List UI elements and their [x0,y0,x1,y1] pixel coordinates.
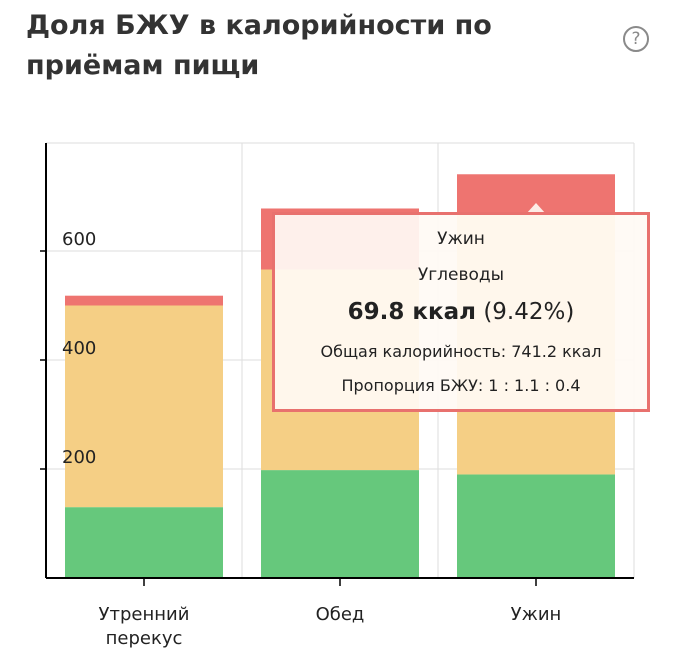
question-circle-icon[interactable]: ? [623,26,649,52]
bar-segment-protein [261,470,419,578]
tooltip-pointer [526,203,546,214]
bar-segment-carbs [65,295,223,306]
bar-segment-protein [457,474,615,578]
bar-segment-fat [65,305,223,508]
tooltip-ratio: Пропорция БЖУ: 1 : 1.1 : 0.4 [341,376,581,395]
bar-segment-protein [65,507,223,578]
chart-tooltip: Ужин Углеводы 69.8 ккал (9.42%) Общая ка… [272,212,650,412]
tooltip-value: 69.8 ккал [347,299,476,325]
x-tick-label: Ужин [511,604,562,625]
chart-title: Доля БЖУ в калорийности по приёмам пищи [26,10,492,81]
y-tick-label: 200 [62,447,96,468]
x-tick-label: Утренний [99,604,190,625]
y-tick-label: 600 [62,229,96,250]
tooltip-percent: (9.42%) [483,299,575,325]
x-tick-label: перекус [106,628,183,649]
tooltip-category: Ужин [437,229,485,249]
tooltip-total: Общая калорийность: 741.2 ккал [320,342,602,361]
tooltip-series: Углеводы [417,265,505,285]
x-tick-label: Обед [316,604,365,625]
y-tick-label: 400 [62,338,96,359]
tooltip-value-line: 69.8 ккал (9.42%) [275,299,647,325]
